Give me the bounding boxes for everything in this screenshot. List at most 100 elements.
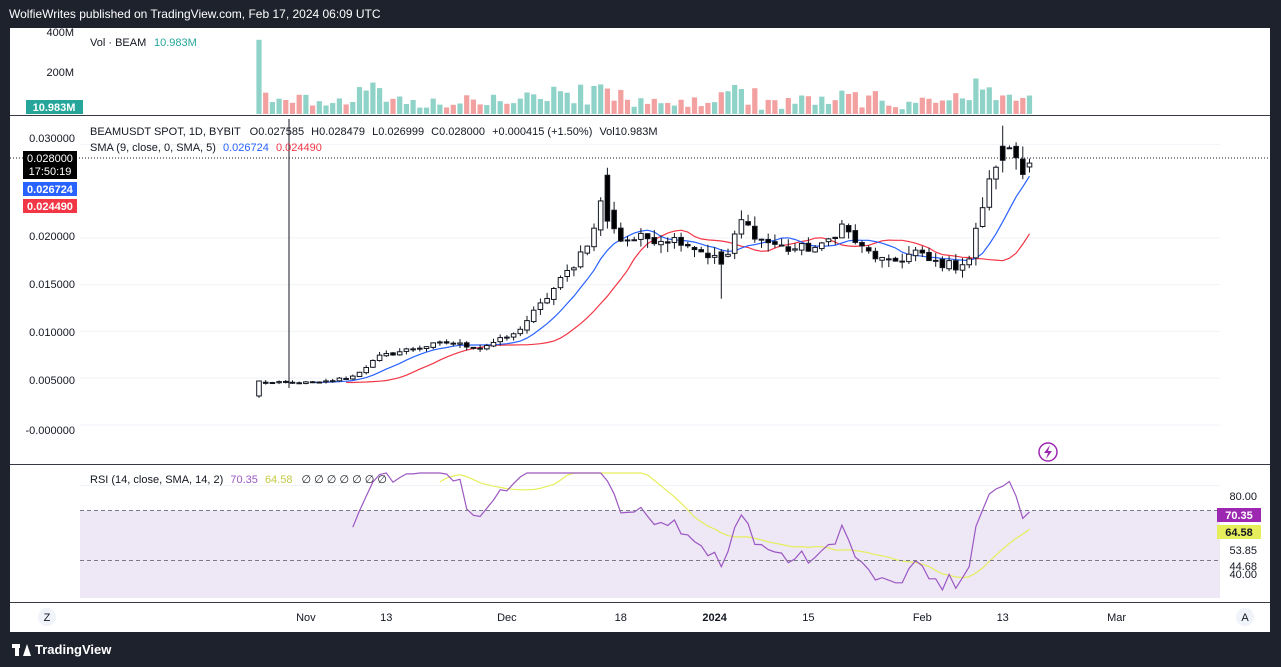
candle-body: [986, 178, 993, 208]
time-axis-label: 15: [802, 612, 814, 624]
volume-badge-text: 10.983M: [33, 102, 76, 114]
candle-body: [329, 380, 336, 383]
sma-fast-badge-text: 0.026724: [27, 184, 74, 196]
candle-body: [973, 227, 979, 259]
candle-body: [303, 381, 309, 385]
price-axis: 0.030000 0.020000 0.015000 0.010000 0.00…: [25, 133, 75, 437]
volume-bar: [584, 104, 590, 114]
volume-bar: [537, 99, 543, 114]
volume-bar: [718, 92, 724, 114]
volume-bar: [919, 97, 925, 114]
price-legend-vol: 10.983M: [615, 126, 658, 138]
volume-bar: [350, 102, 356, 114]
candle-body: [430, 342, 436, 348]
volume-bar: [423, 107, 430, 114]
candle-body: [450, 342, 457, 345]
candle-body: [477, 347, 483, 350]
candle-body: [557, 277, 564, 289]
log-scale-button[interactable]: Z: [38, 608, 56, 626]
candle-body: [517, 328, 524, 335]
candle-body: [571, 267, 577, 271]
candle-body: [691, 246, 698, 251]
volume-bar: [571, 103, 577, 114]
candle-body: [932, 259, 939, 262]
volume-bar: [765, 99, 771, 114]
volume-bar: [383, 101, 389, 114]
volume-bar: [356, 87, 363, 114]
candle-body: [484, 344, 490, 350]
time-axis-label: 18: [615, 612, 627, 624]
candle-body: [624, 239, 631, 242]
candle-body: [591, 227, 597, 248]
rsi-axis-label: 53.85: [1229, 545, 1257, 557]
volume-bar: [638, 98, 644, 114]
time-axis-label: Dec: [497, 612, 517, 624]
rsi-ma-line: [439, 472, 1030, 579]
volume-bar: [330, 103, 336, 114]
volume-bar: [497, 101, 503, 114]
volume-bar: [316, 101, 322, 114]
volume-bar: [698, 106, 704, 114]
chart-frame[interactable]: Vol · BEAM 10.983M 400M 200M 10.983M 0.0…: [10, 27, 1270, 632]
log-scale-button-label[interactable]: Z: [44, 612, 51, 624]
price-legend-o: 0.027585: [258, 126, 304, 138]
volume-bar: [397, 96, 403, 114]
candle-body: [490, 341, 497, 347]
volume-bar: [852, 92, 858, 114]
volume-bar: [464, 95, 470, 114]
volume-bar: [966, 100, 972, 114]
candle-body: [725, 253, 731, 257]
time-axis[interactable]: Nov 13 Dec 18 2024 15 Feb 13 Mar: [296, 612, 1126, 624]
rsi-axis-label: 80.00: [1229, 491, 1257, 503]
candle-body: [644, 233, 651, 240]
tradingview-logo[interactable]: TradingView: [12, 642, 111, 657]
volume-bar: [665, 102, 671, 114]
time-axis-label: Nov: [296, 612, 316, 624]
chart-canvas[interactable]: Vol · BEAM 10.983M 400M 200M 10.983M 0.0…: [10, 27, 1270, 632]
volume-bar: [772, 100, 778, 114]
volume-bar: [289, 102, 296, 114]
volume-bar: [591, 85, 597, 114]
candle-body: [772, 241, 778, 245]
time-axis-label: 2024: [702, 612, 727, 624]
volume-bar: [899, 109, 905, 114]
candle-body: [819, 242, 825, 250]
candle-body: [551, 287, 557, 300]
volume-bar: [779, 108, 785, 114]
candle-body: [396, 351, 403, 356]
auto-scale-button-label[interactable]: A: [1241, 612, 1249, 624]
sma-legend-label: SMA (9, close, 0, SMA, 5): [90, 142, 216, 154]
candle-body: [886, 258, 892, 261]
svg-text:BEAMUSDT SPOT, 1D, BYBIT: BEAMUSDT SPOT, 1D, BYBIT O0.027585 H0.02…: [90, 126, 658, 138]
volume-bar: [517, 98, 523, 114]
volume-bar: [745, 104, 751, 114]
lightning-icon[interactable]: [1038, 442, 1058, 462]
volume-bar: [363, 90, 369, 114]
candle-body: [631, 239, 638, 242]
volume-bar: [671, 105, 677, 114]
volume-bar: [437, 104, 443, 114]
volume-bar: [691, 97, 698, 114]
price-axis-label: 0.020000: [29, 231, 75, 243]
volume-bar: [812, 104, 818, 114]
candle-body: [316, 381, 323, 384]
candle-body: [711, 254, 718, 258]
rsi-band: [80, 510, 1220, 598]
volume-bar: [544, 101, 550, 114]
volume-bar: [645, 103, 651, 114]
auto-scale-button[interactable]: A: [1236, 608, 1254, 626]
candle-body: [256, 380, 262, 397]
price-legend-symbol: BEAMUSDT SPOT, 1D, BYBIT: [90, 126, 241, 138]
volume-legend-value: 10.983M: [154, 37, 197, 49]
candle-body: [946, 260, 952, 270]
candle-body: [752, 225, 758, 240]
candle-body: [832, 236, 839, 240]
candle-body: [731, 233, 738, 254]
volume-bar: [792, 103, 798, 114]
candle-body: [845, 225, 852, 233]
volume-bar: [705, 102, 711, 114]
volume-bar: [1000, 95, 1006, 114]
price-legend-c: 0.028000: [439, 126, 485, 138]
candle-body: [443, 341, 450, 344]
volume-bar: [403, 103, 409, 114]
